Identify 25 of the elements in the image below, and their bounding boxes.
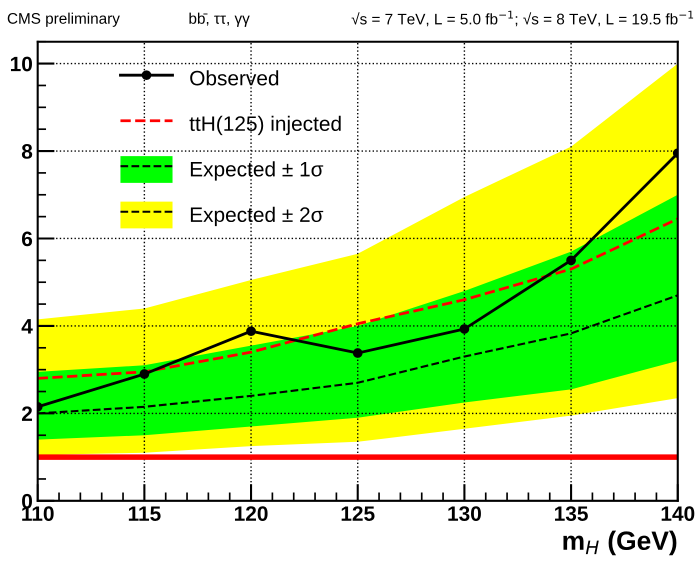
point — [460, 324, 470, 334]
text: bb̄, ττ, γγ — [189, 12, 250, 27]
legend-label: Expected ± 1σ — [190, 161, 324, 181]
x-tick-label: 125 — [342, 506, 375, 521]
y-tick-label: 10 — [10, 56, 32, 72]
y-tick-label: 2 — [22, 406, 32, 421]
point — [246, 326, 256, 336]
x-tick-label: 130 — [448, 506, 481, 522]
x-tick-label: 110 — [22, 506, 54, 521]
point — [140, 369, 150, 379]
legend-label: ttH(125) injected — [190, 116, 341, 136]
point — [566, 255, 576, 266]
x-tick-label: 135 — [555, 506, 588, 522]
point — [352, 348, 363, 358]
text: CMS preliminary — [8, 12, 120, 27]
y-tick-label: 4 — [22, 319, 33, 334]
y-tick-label: 6 — [22, 231, 32, 246]
y-tick-label: 8 — [22, 144, 32, 159]
legend-label: Expected ± 2σ — [190, 206, 324, 226]
x-axis-title: m$_{H}$ (GeV) — [563, 530, 676, 556]
legend-label: Observed — [190, 70, 278, 86]
x-tick-label: 140 — [662, 506, 694, 521]
x-tick-label: 115 — [128, 506, 161, 521]
x-tick-label: 120 — [234, 506, 268, 521]
text: √s = 7 TeV, L = 5.0 fb$^{−1}$; √s = 8 TeV, L = 19.5 fb$^{−1}$ — [352, 10, 694, 26]
